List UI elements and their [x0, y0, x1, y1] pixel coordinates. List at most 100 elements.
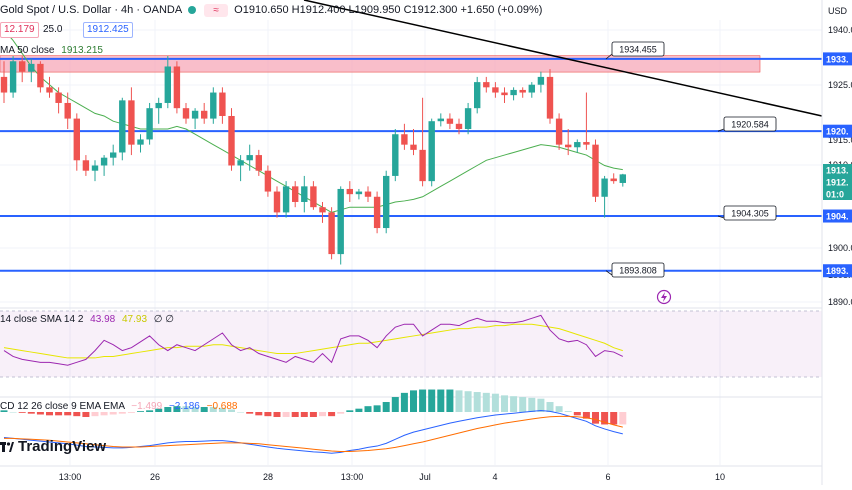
sell-price[interactable]: 12.179: [0, 22, 39, 38]
candle-down: [319, 207, 326, 213]
ma-legend[interactable]: MA 50 close 1913.215: [0, 45, 103, 56]
price-axis[interactable]: USD1940.01930.01925.01915.01910.01905.01…: [821, 0, 852, 485]
rsi-line: [3, 314, 624, 366]
candle-up: [301, 186, 308, 202]
macd-histogram-bar: [164, 407, 172, 412]
rsi-sma-line: [3, 323, 623, 359]
rsi-legend-extra: ∅ ∅: [153, 314, 174, 325]
level-callout-box: [611, 41, 665, 57]
candle-up: [619, 174, 626, 183]
tradingview-logo[interactable]: TradingView: [0, 438, 106, 455]
macd-histogram-bar: [346, 410, 354, 412]
buy-price[interactable]: 1912.425: [83, 22, 133, 38]
candle-down: [519, 89, 526, 93]
currency-label: USD: [828, 6, 848, 16]
candle-down: [182, 108, 190, 119]
macd-histogram-bar: [73, 412, 81, 417]
candle-up: [464, 108, 472, 130]
horizontal-levels: [0, 57, 822, 272]
macd-histogram-bar: [36, 412, 44, 415]
candle-up: [146, 108, 153, 140]
level-callout-label: 1893.808: [619, 266, 657, 276]
price-tick-label: 1890.0: [828, 297, 852, 307]
macd-histogram-bar: [328, 412, 336, 417]
alert-wave-icon[interactable]: ≈: [204, 3, 229, 17]
candle-up: [601, 178, 608, 197]
macd-legend-label: CD 12 26 close 9 EMA EMA: [0, 401, 125, 412]
macd-histogram-bar: [46, 412, 53, 416]
candle-up: [510, 89, 517, 96]
candle-down: [346, 188, 353, 195]
level-callout-box: [723, 205, 777, 221]
macd-histogram-bar: [218, 407, 226, 412]
level-callout-label: 1904.305: [731, 209, 769, 219]
macd-histogram-bar: [9, 412, 17, 413]
macd-histogram-bar: [373, 405, 381, 412]
candle-down: [219, 92, 226, 116]
macd-histogram-bar: [537, 398, 545, 412]
ohlc-readout: O1910.650 H1912.400 L1909.950 C1912.300 …: [234, 4, 543, 16]
macd-histogram-bar: [555, 406, 563, 412]
macd-histogram-bar: [237, 412, 245, 413]
flash-icon[interactable]: [656, 289, 672, 305]
macd-histogram-bar: [118, 412, 126, 414]
macd-histogram-bar: [491, 393, 499, 412]
macd-histogram-bar: [601, 412, 609, 425]
level-axis-badge: [823, 264, 852, 278]
candle-up: [137, 139, 144, 145]
candle-down: [173, 66, 181, 109]
signal-line: [4, 415, 623, 452]
symbol-title[interactable]: Gold Spot / U.S. Dollar · 4h · OANDA: [0, 4, 183, 16]
price-axis-badge: [823, 164, 852, 176]
candle-up: [528, 84, 535, 93]
price-axis-bg: [822, 0, 852, 485]
level-labels: 1934.455 1920.584 1904.305 1893.808: [605, 41, 777, 278]
candle-up: [246, 155, 253, 161]
candle-down: [483, 82, 490, 88]
macd-histogram-bar: [246, 412, 254, 414]
macd-histogram-bar: [582, 412, 590, 419]
candle-up: [28, 63, 35, 72]
candle-up: [100, 157, 108, 166]
price-axis-badge: [823, 176, 852, 188]
candle-up: [437, 118, 444, 122]
time-tick-label: 13:00: [341, 472, 364, 482]
macd-histogram-bar: [319, 412, 326, 417]
rsi-legend[interactable]: 14 close SMA 14 2 43.98 47.93 ∅ ∅: [0, 314, 174, 325]
candle-down: [0, 76, 8, 93]
candle-down: [82, 160, 90, 171]
macd-histogram-bar: [528, 397, 536, 412]
time-tick-label: 6: [605, 472, 610, 482]
candle-down: [501, 92, 508, 96]
candle-down: [37, 63, 44, 88]
candle-down: [264, 170, 272, 192]
macd-histogram-bar: [255, 412, 263, 416]
macd-histogram-bar: [127, 412, 135, 413]
macd-histogram-bar: [155, 408, 163, 412]
candle-down: [401, 134, 408, 145]
macd-histogram-bar: [546, 402, 554, 412]
candle-down: [55, 92, 62, 103]
macd-histogram-bar: [364, 406, 372, 412]
candle-up: [155, 102, 162, 109]
macd-histogram-bar: [0, 410, 8, 412]
macd-histogram-bar: [337, 412, 345, 414]
ma-legend-label: MA 50 close: [0, 45, 55, 56]
price-axis-badge: [823, 188, 852, 200]
macd-histogram-bar: [473, 392, 481, 412]
tradingview-logo-icon: [0, 441, 14, 452]
time-tick-label: 13:00: [59, 472, 82, 482]
time-axis[interactable]: 13:00 26 28 13:00 Jul 4 6 10: [0, 465, 822, 482]
macd-histogram-bar: [64, 412, 72, 416]
candle-down: [546, 76, 554, 119]
macd-histogram-bar: [501, 395, 508, 412]
macd-histogram-bar: [482, 392, 490, 412]
candle-down: [128, 100, 135, 145]
macd-legend[interactable]: CD 12 26 close 9 EMA EMA −1.499 −2.186 −…: [0, 401, 237, 412]
macd-hist-legend-value: −1.499: [131, 401, 163, 412]
macd-histogram-bar: [100, 412, 108, 416]
macd-histogram-bar: [300, 412, 308, 417]
